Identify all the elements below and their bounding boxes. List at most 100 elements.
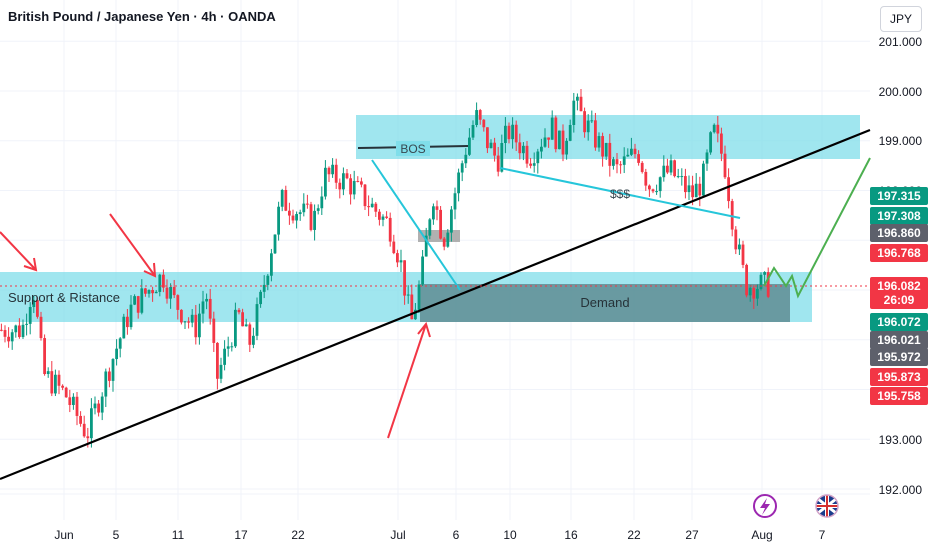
candle-body [453,193,457,210]
candle-body [176,295,180,310]
price-tag: 195.758 [877,389,921,403]
candle-body [255,304,259,336]
candle-body [75,396,79,416]
candle-body [43,338,46,375]
price-tag: 196.860 [877,226,921,240]
candle-body [723,153,727,178]
candle-body [658,177,662,192]
candle-body [615,159,619,165]
candle-body [205,298,208,302]
candle-body [648,185,651,190]
candle-body [370,203,374,208]
demand-label: Demand [580,295,629,310]
candle-body [558,130,561,150]
candle-body [669,160,673,173]
demand-zone [420,284,790,322]
candle-body [3,330,7,337]
candle-body [234,309,237,347]
candle-body [165,287,169,299]
x-tick-jun: Jun [54,528,73,542]
candle-body [320,196,324,209]
candle-body [410,294,414,320]
candle-body [378,211,381,220]
candle-body [144,288,147,294]
price-tag-bg [870,387,928,405]
price-tag: 196.082 [877,279,921,293]
candle-body [61,385,64,388]
currency-button[interactable]: JPY [880,6,922,32]
candle-body [18,325,21,338]
candle-body [126,316,129,328]
candle-body [612,159,615,166]
price-tag-bg [870,313,928,331]
candle-body [630,148,633,155]
candle-body [352,180,356,195]
bos-label: BOS [400,142,425,156]
candle-body [406,294,410,296]
candle-body [536,151,540,164]
candle-body [421,256,424,285]
candle-body [442,238,446,247]
candle-body [471,125,475,138]
candle-body [626,154,630,157]
candle-body [428,219,432,236]
candle-body [111,359,115,381]
price-tag: 197.315 [877,189,921,203]
candle-body [306,203,309,205]
candle-body [140,288,144,313]
candle-body [486,127,489,149]
price-tag: 197.308 [877,209,921,223]
candle-body [504,125,507,143]
uk-flag-icon[interactable] [815,494,839,518]
candle-body [154,291,158,294]
trendline [0,128,871,481]
grid-lines [0,0,870,520]
price-tag-bg [870,277,928,295]
candle-body [720,133,723,154]
candle-body [446,232,450,247]
lightning-icon[interactable] [753,494,777,518]
labels-layer: BOS $$$ Demand Support & Ristance [8,141,630,310]
candle-body [745,264,748,296]
candle-body [262,284,266,292]
candle-body [241,312,244,327]
candle-body [694,183,698,198]
candle-body [230,346,234,348]
candle-body [554,117,558,150]
candle-body [25,323,28,325]
price-tag: 196.072 [877,315,921,329]
candle-body [295,214,298,221]
candle-body [72,396,75,405]
candle-body [86,436,90,439]
candle-body [248,324,252,345]
candle-body [252,335,255,345]
candle-body [324,167,327,197]
candle-body [493,142,496,156]
candle-body [54,374,57,394]
candle-body [79,415,82,424]
candle-body [403,260,406,296]
price-tag: 196.021 [877,333,921,347]
candle-body [608,142,612,166]
chart-title: British Pound / Japanese Yen · 4h · OAND… [8,9,276,24]
arrow-2 [109,213,157,278]
candle-body [496,155,500,172]
candle-body [208,298,212,319]
support-label: Support & Ristance [8,290,120,305]
candle-body [439,209,442,239]
candle-body [691,185,694,198]
candle-body [655,191,658,193]
candle-body [385,216,388,218]
red-arrows [0,213,431,439]
candle-body [698,183,702,196]
candle-body [118,338,122,349]
candle-body [270,253,273,276]
candle-body [313,210,316,230]
candle-body [432,206,435,220]
candle-body [514,124,518,143]
candle-body [90,408,93,439]
candle-body [190,314,194,323]
candle-body [532,163,536,166]
